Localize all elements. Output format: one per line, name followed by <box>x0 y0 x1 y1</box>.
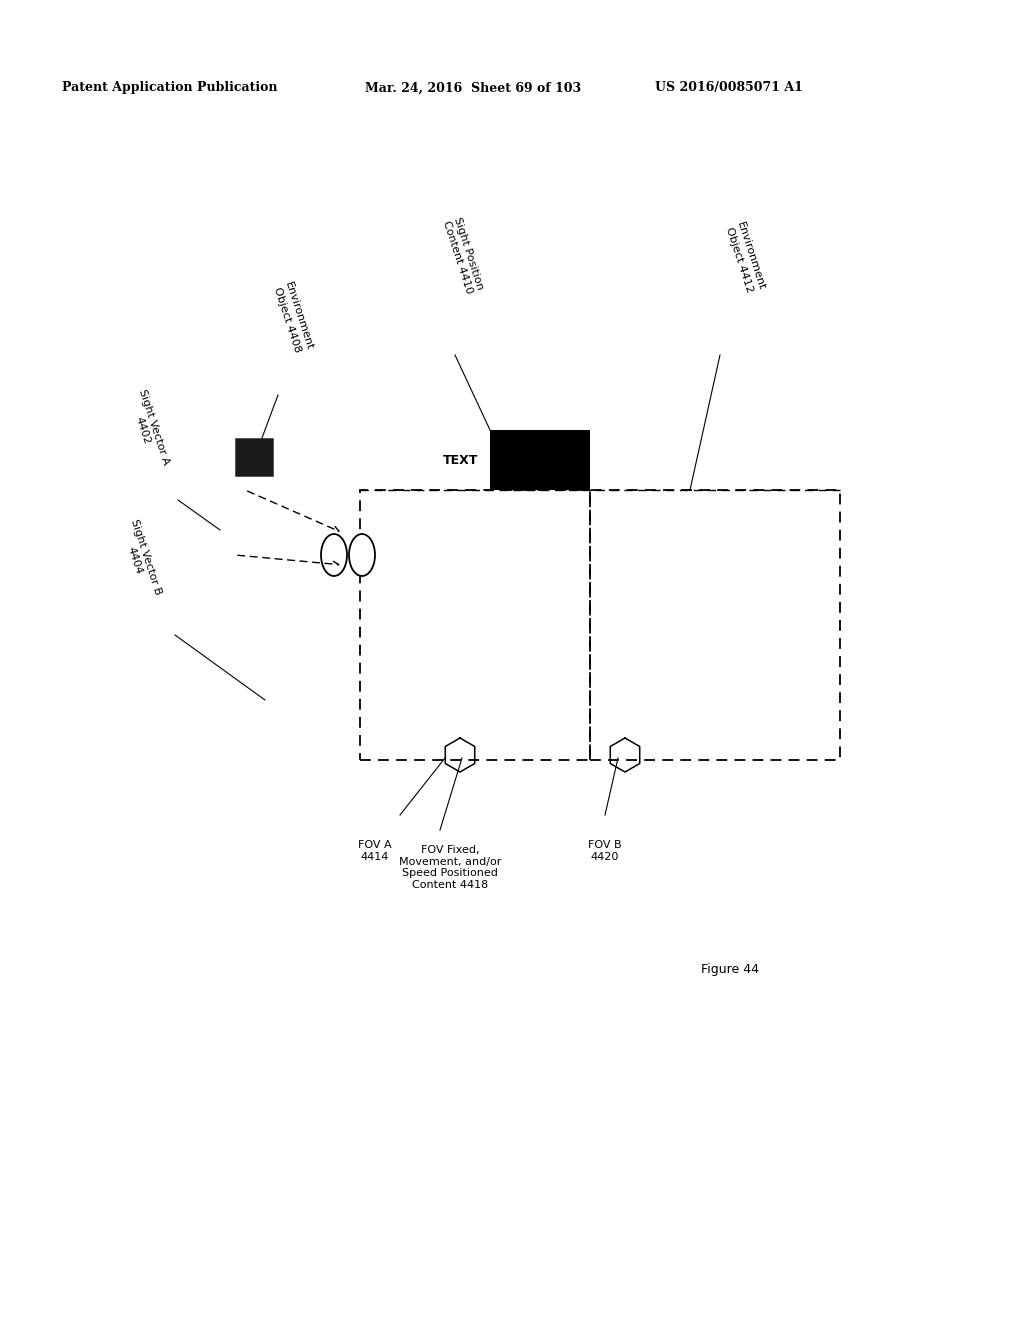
Text: Figure 44: Figure 44 <box>701 964 759 977</box>
Bar <box>490 430 590 490</box>
Text: Environment
Object 4408: Environment Object 4408 <box>271 280 314 355</box>
Text: Mar. 24, 2016  Sheet 69 of 103: Mar. 24, 2016 Sheet 69 of 103 <box>365 82 582 95</box>
Text: TEXT: TEXT <box>442 454 478 466</box>
Text: FOV B
4420: FOV B 4420 <box>588 840 622 862</box>
Ellipse shape <box>321 535 347 576</box>
Text: US 2016/0085071 A1: US 2016/0085071 A1 <box>655 82 803 95</box>
Ellipse shape <box>349 535 375 576</box>
Text: FOV A
4414: FOV A 4414 <box>358 840 392 862</box>
Bar <box>234 438 273 477</box>
Text: FOV Fixed,
Movement, and/or
Speed Positioned
Content 4418: FOV Fixed, Movement, and/or Speed Positi… <box>398 845 501 890</box>
Text: Sight Position
Content 4410: Sight Position Content 4410 <box>441 216 485 294</box>
Text: Patent Application Publication: Patent Application Publication <box>62 82 278 95</box>
Text: Environment
Object 4412: Environment Object 4412 <box>724 220 766 294</box>
Text: Sight Vector A
4402: Sight Vector A 4402 <box>126 388 170 470</box>
Bar <box>590 490 840 760</box>
Text: Sight Vector B
4404: Sight Vector B 4404 <box>118 519 163 601</box>
Bar <box>360 490 590 760</box>
